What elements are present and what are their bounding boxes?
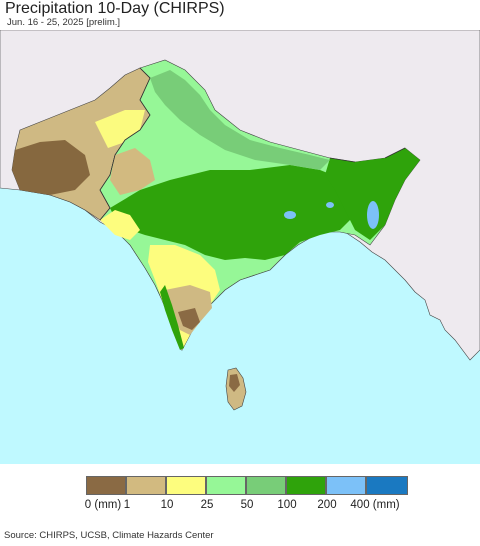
heavy-rain-bangladesh bbox=[367, 201, 379, 229]
region-central-green bbox=[110, 165, 360, 260]
heavy-rain-east bbox=[326, 202, 334, 208]
region-himalaya-green bbox=[150, 70, 330, 170]
legend-swatch-25-50 bbox=[206, 476, 246, 495]
legend-swatch-100-200 bbox=[286, 476, 326, 495]
legend-label-100: 100 bbox=[277, 499, 297, 511]
legend-swatch-200-400 bbox=[326, 476, 366, 495]
legend-label-200: 200 bbox=[317, 499, 337, 511]
legend-label-50: 50 bbox=[240, 499, 254, 511]
region-west-coast bbox=[160, 285, 184, 350]
legend-swatch-1-10 bbox=[126, 476, 166, 495]
border-lines bbox=[99, 67, 406, 221]
region-gujarat-yellow bbox=[100, 210, 140, 240]
precipitation-map bbox=[0, 30, 480, 464]
region-punjab-pk bbox=[95, 110, 145, 148]
region-deccan-brown bbox=[178, 308, 200, 330]
legend-swatch-10-25 bbox=[166, 476, 206, 495]
legend-swatch-0-1 bbox=[86, 476, 126, 495]
legend-swatch-50-100 bbox=[246, 476, 286, 495]
source-credit: Source: CHIRPS, UCSB, Climate Hazards Ce… bbox=[4, 530, 214, 541]
legend-label-25: 25 bbox=[200, 499, 214, 511]
map-title: Precipitation 10-Day (CHIRPS) bbox=[5, 0, 225, 17]
region-sri-lanka-brown bbox=[229, 374, 240, 392]
legend-label-1: 1 bbox=[123, 499, 131, 511]
legend-swatch-400-plus bbox=[366, 476, 408, 495]
region-rajasthan-yellow bbox=[110, 148, 155, 195]
region-balochistan bbox=[12, 140, 90, 195]
legend-label-10: 10 bbox=[160, 499, 174, 511]
legend-label-0: 0 (mm) bbox=[84, 499, 122, 511]
map-subtitle: Jun. 16 - 25, 2025 [prelim.] bbox=[7, 17, 121, 28]
heavy-rain-central bbox=[284, 211, 296, 219]
color-legend bbox=[86, 476, 408, 496]
legend-label-400: 400 (mm) bbox=[350, 499, 400, 511]
region-northeast-green bbox=[325, 148, 420, 240]
